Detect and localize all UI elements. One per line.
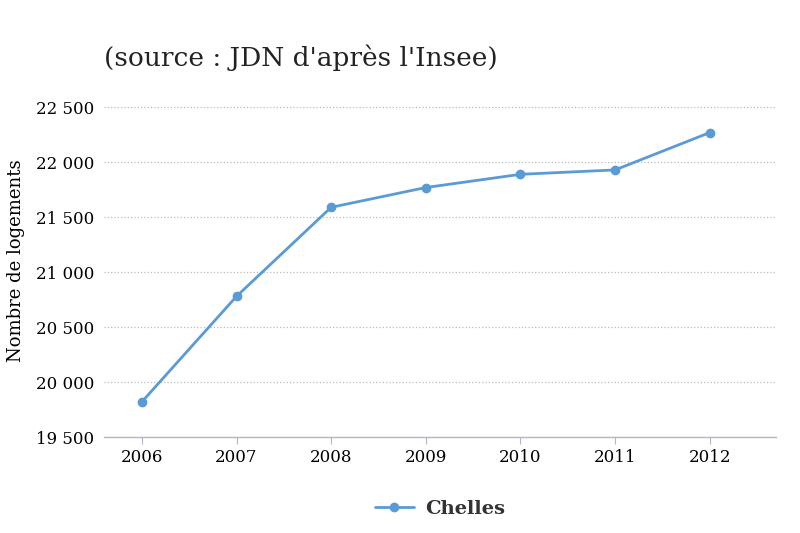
Legend: Chelles: Chelles — [374, 499, 506, 518]
Chelles — [326, 204, 336, 211]
Chelles — [516, 171, 526, 177]
Line: Chelles: Chelles — [138, 128, 714, 406]
Chelles — [421, 184, 430, 191]
Chelles — [137, 399, 146, 405]
Chelles — [610, 167, 620, 173]
Chelles — [705, 130, 714, 136]
Chelles — [232, 293, 242, 300]
Y-axis label: Nombre de logements: Nombre de logements — [6, 160, 25, 362]
Text: (source : JDN d'après l'Insee): (source : JDN d'après l'Insee) — [104, 44, 498, 71]
